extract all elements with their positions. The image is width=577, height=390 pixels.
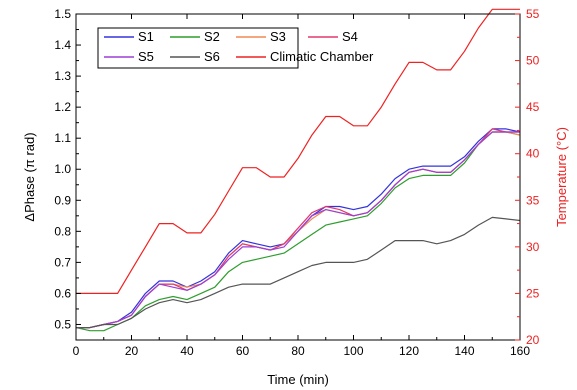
legend-label: S1	[138, 29, 154, 44]
y2-tick-label: 25	[526, 286, 540, 300]
x-axis-title: Time (min)	[267, 372, 329, 387]
y-tick-label: 1.3	[54, 69, 71, 83]
x-tick-label: 60	[236, 344, 250, 358]
legend-label: S4	[342, 29, 358, 44]
y2-tick-label: 45	[526, 100, 540, 114]
y-axis-title: ΔPhase (π rad)	[22, 132, 37, 221]
x-tick-label: 20	[125, 344, 139, 358]
y2-tick-label: 55	[526, 7, 540, 21]
series-line-s6	[76, 216, 521, 329]
y-tick-label: 1.1	[54, 131, 71, 145]
series-line-s3	[76, 131, 521, 329]
y-axis-left: 0.5 0.6 0.7 0.8 0.9 1.0 1.1 1.2 1.3 1.4 1.5	[54, 7, 81, 331]
legend-label: Climatic Chamber	[270, 49, 374, 64]
legend-label: S6	[204, 49, 220, 64]
x-tick-label: 120	[399, 344, 419, 358]
x-tick-label: 160	[510, 344, 530, 358]
y2-tick-label: 35	[526, 193, 540, 207]
plot-series	[75, 8, 521, 332]
y-tick-label: 1.2	[54, 100, 71, 114]
y2-tick-label: 40	[526, 147, 540, 161]
y-tick-label: 0.6	[54, 286, 71, 300]
legend-box	[97, 27, 299, 69]
series-line-s2	[75, 131, 521, 332]
y2-axis-title: Temperature (°C)	[554, 127, 569, 227]
legend: S1 S2 S3 S4 S5 S6 Climatic Chamber	[97, 27, 374, 69]
x-tick-label: 100	[343, 344, 363, 358]
y-tick-label: 0.5	[54, 317, 71, 331]
x-tick-label: 140	[454, 344, 474, 358]
y2-tick-label: 30	[526, 240, 540, 254]
y2-tick-label: 20	[526, 333, 540, 347]
x-tick-label: 40	[180, 344, 194, 358]
legend-label: S5	[138, 49, 154, 64]
y-tick-label: 0.7	[54, 255, 71, 269]
y-axis-right: 20 25 30 35 40 45 50 55	[515, 7, 540, 347]
y-tick-label: 1.4	[54, 38, 71, 52]
x-tick-label: 80	[291, 344, 305, 358]
series-line-climatic-chamber	[76, 8, 520, 294]
y-tick-label: 1.5	[54, 7, 71, 21]
legend-label: S2	[204, 29, 220, 44]
y2-tick-label: 50	[526, 54, 540, 68]
series-line-s5	[76, 131, 520, 329]
x-tick-label: 0	[73, 344, 80, 358]
y-tick-label: 1.0	[54, 162, 71, 176]
y-tick-label: 0.9	[54, 193, 71, 207]
legend-label: S3	[270, 29, 286, 44]
x-axis: 0 20 40 60 80 100 120 140 160	[73, 14, 530, 358]
y-tick-label: 0.8	[54, 224, 71, 238]
